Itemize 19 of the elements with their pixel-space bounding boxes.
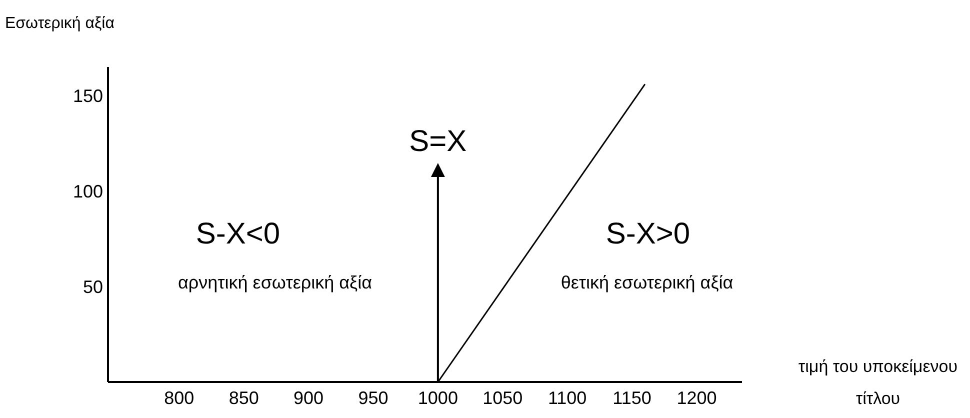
x-axis-title: τιμή του υποκείμενου τίτλου: [798, 357, 958, 408]
x-tick-label: 1000: [418, 388, 458, 408]
x-tick-label: 1050: [482, 388, 523, 408]
x-tick-label: 1200: [676, 388, 717, 408]
x-tick-label: 800: [164, 388, 194, 408]
x-tick-label: 1100: [548, 388, 587, 408]
annotation: αρνητική εσωτερική αξία: [178, 272, 372, 292]
x-tick-label: 950: [358, 388, 388, 408]
y-axis-title: Εσωτερική αξία: [5, 15, 114, 32]
annotation: S-X<0: [196, 218, 280, 250]
x-tick-label: 900: [294, 388, 324, 408]
y-tick-label: 150: [72, 86, 103, 106]
ref-line-label: S=X: [409, 125, 467, 158]
x-tick-label: 850: [228, 388, 259, 408]
y-tick-label: 50: [82, 276, 103, 297]
y-tick-label: 100: [72, 181, 103, 202]
annotation: S-X>0: [606, 218, 690, 250]
x-tick-label: 1150: [612, 388, 652, 408]
annotation: θετική εσωτερική αξία: [560, 272, 734, 292]
